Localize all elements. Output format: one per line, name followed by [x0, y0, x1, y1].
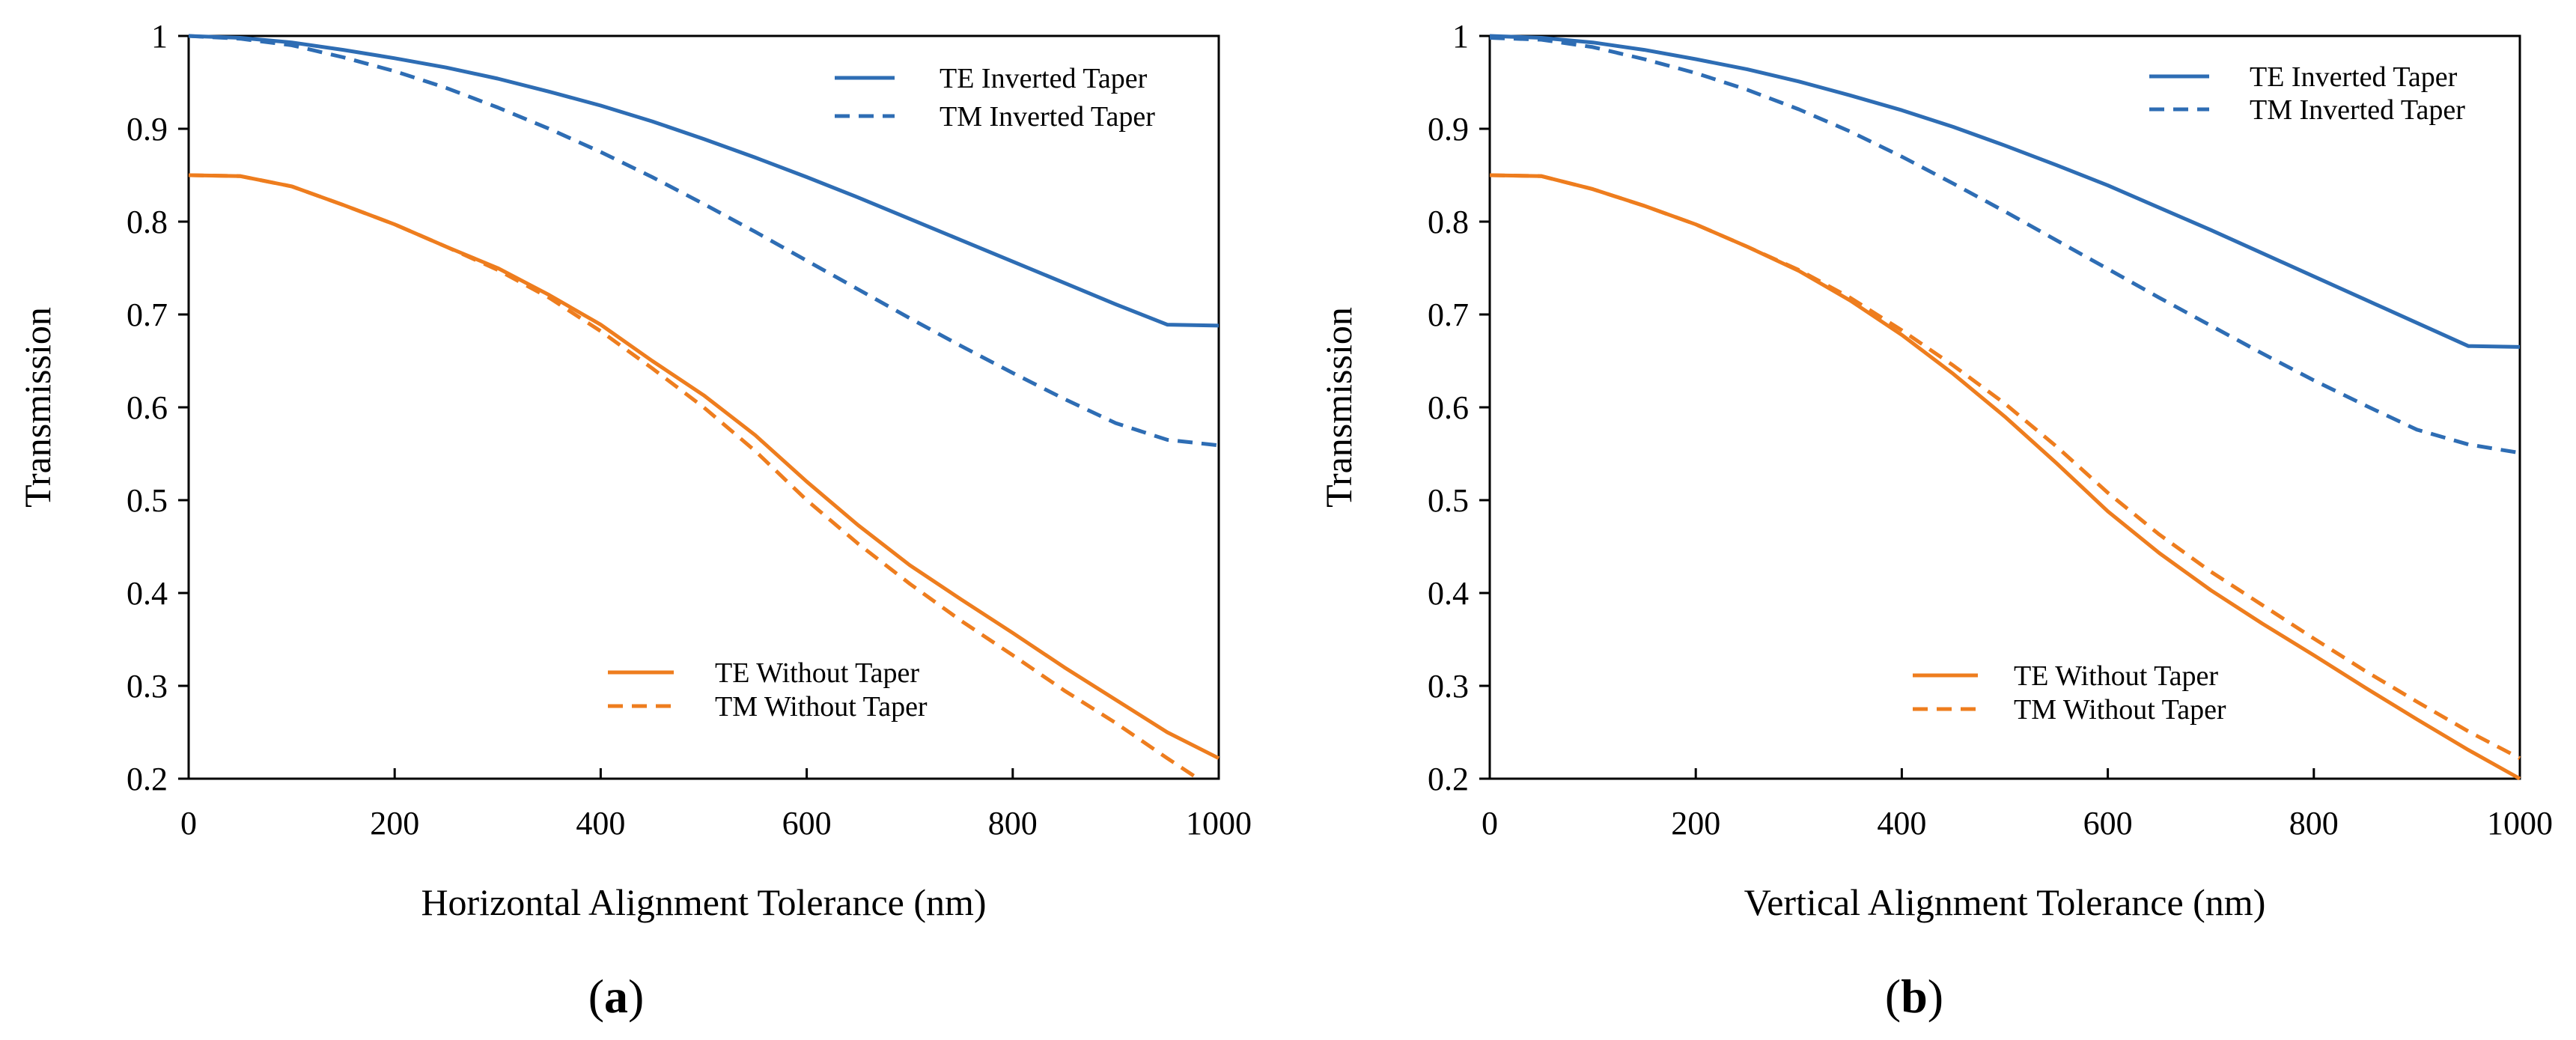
y-tick-label: 1	[151, 18, 168, 55]
y-tick-label: 0.4	[1428, 575, 1469, 612]
series-line-tm-inverted-taper	[1489, 36, 2521, 455]
y-tick-label: 0.5	[127, 482, 168, 519]
y-tick-label: 0.8	[127, 204, 168, 240]
panel-b: 0.2 0.3 0.4 0.5 0.6 0.7 0.8 0.9 1 0 200 400 600 800 10…	[1318, 18, 2553, 1023]
x-axis-title: Horizontal Alignment Tolerance (nm)	[421, 881, 986, 923]
panel-label-close-paren: )	[1928, 970, 1943, 1023]
panel-label-letter: b	[1901, 970, 1928, 1023]
legend-label: TE Inverted Taper	[940, 63, 1148, 94]
x-tick-label: 400	[1877, 805, 1926, 842]
legend-label: TM Inverted Taper	[2250, 94, 2465, 126]
y-tick-label: 0.3	[1428, 668, 1469, 705]
y-tick-label: 0.2	[127, 761, 168, 797]
y-tick-label: 1	[1452, 18, 1469, 55]
legend-label: TE Inverted Taper	[2250, 61, 2458, 93]
panel-a: 0.2 0.3 0.4 0.5 0.6 0.7 0.8 0.9 1 0 200 400 600 800 10…	[16, 18, 1252, 1023]
legend-label: TE Without Taper	[2014, 660, 2218, 692]
x-tick-label: 0	[1482, 805, 1498, 842]
legend-label: TE Without Taper	[715, 657, 919, 689]
x-tick-label: 600	[2083, 805, 2133, 842]
x-tick-label: 200	[1671, 805, 1720, 842]
y-tick-label: 0.4	[127, 575, 168, 612]
x-tick-label: 400	[576, 805, 625, 842]
y-tick-label: 0.6	[1428, 389, 1469, 426]
panel-label: (a)	[588, 970, 645, 1023]
x-tick-label: 200	[370, 805, 419, 842]
panel-label-close-paren: )	[628, 970, 644, 1023]
panel-label-open-paren: (	[1885, 970, 1901, 1023]
x-tick-label: 1000	[2487, 805, 2553, 842]
series-line-te-without-taper	[188, 173, 1220, 760]
series-line-te-without-taper	[1489, 173, 2521, 781]
legend-label: TM Without Taper	[2014, 694, 2226, 726]
y-tick-label: 0.3	[127, 668, 168, 705]
y-tick-label: 0.9	[127, 111, 168, 148]
x-tick-label: 800	[2289, 805, 2339, 842]
y-axis-title: Transmission	[1318, 307, 1359, 508]
x-axis-title: Vertical Alignment Tolerance (nm)	[1744, 881, 2266, 923]
y-tick-label: 0.5	[1428, 482, 1469, 519]
panel-label-open-paren: (	[588, 970, 604, 1023]
series-line-te-inverted-taper	[1489, 34, 2521, 349]
legend-label: TM Without Taper	[715, 691, 928, 723]
y-axis-title: Transmission	[16, 307, 58, 508]
x-tick-label: 800	[988, 805, 1038, 842]
series-line-tm-without-taper	[1489, 173, 2521, 760]
y-tick-label: 0.8	[1428, 204, 1469, 240]
y-tick-label: 0.2	[1428, 761, 1469, 797]
y-tick-label: 0.9	[1428, 111, 1469, 148]
y-tick-label: 0.6	[127, 389, 168, 426]
x-tick-label: 0	[180, 805, 197, 842]
series-line-tm-inverted-taper	[188, 34, 1220, 448]
panel-label: (b)	[1885, 970, 1943, 1023]
legend-label: TM Inverted Taper	[940, 101, 1155, 133]
y-tick-label: 0.7	[1428, 297, 1469, 333]
series-line-te-inverted-taper	[188, 34, 1220, 328]
x-tick-label: 600	[782, 805, 832, 842]
x-tick-label: 1000	[1186, 805, 1252, 842]
panel-label-letter: a	[604, 970, 628, 1023]
y-tick-label: 0.7	[127, 297, 168, 333]
series-line-tm-without-taper	[188, 173, 1199, 781]
